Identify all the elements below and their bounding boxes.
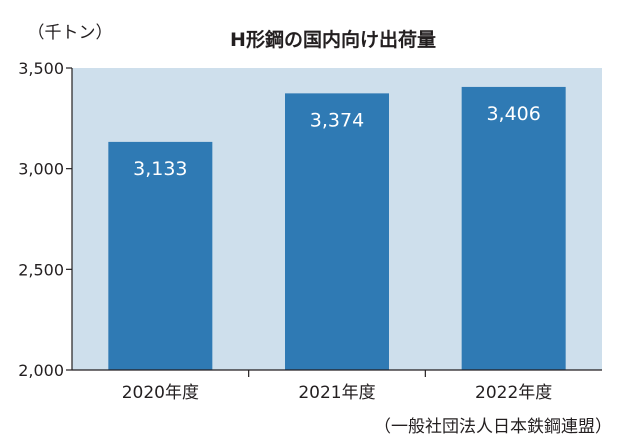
- chart-title: H形鋼の国内向け出荷量: [230, 28, 436, 51]
- bar-value-label: 3,374: [310, 109, 364, 131]
- y-tick-label: 3,500: [18, 59, 64, 78]
- x-tick-label: 2020年度: [122, 383, 199, 403]
- bar: [285, 93, 389, 371]
- y-tick-label: 2,500: [18, 260, 64, 279]
- bar-value-label: 3,406: [486, 103, 540, 125]
- unit-label: （千トン）: [28, 23, 113, 43]
- bar-value-label: 3,133: [133, 158, 187, 180]
- x-tick-label: 2022年度: [475, 383, 552, 403]
- x-tick-label: 2021年度: [298, 383, 375, 403]
- source-note: （一般社団法人日本鉄鋼連盟）: [374, 417, 612, 437]
- y-tick-label: 2,000: [18, 361, 64, 380]
- bar: [108, 141, 213, 370]
- bar: [461, 86, 566, 371]
- y-tick-label: 3,000: [18, 160, 64, 179]
